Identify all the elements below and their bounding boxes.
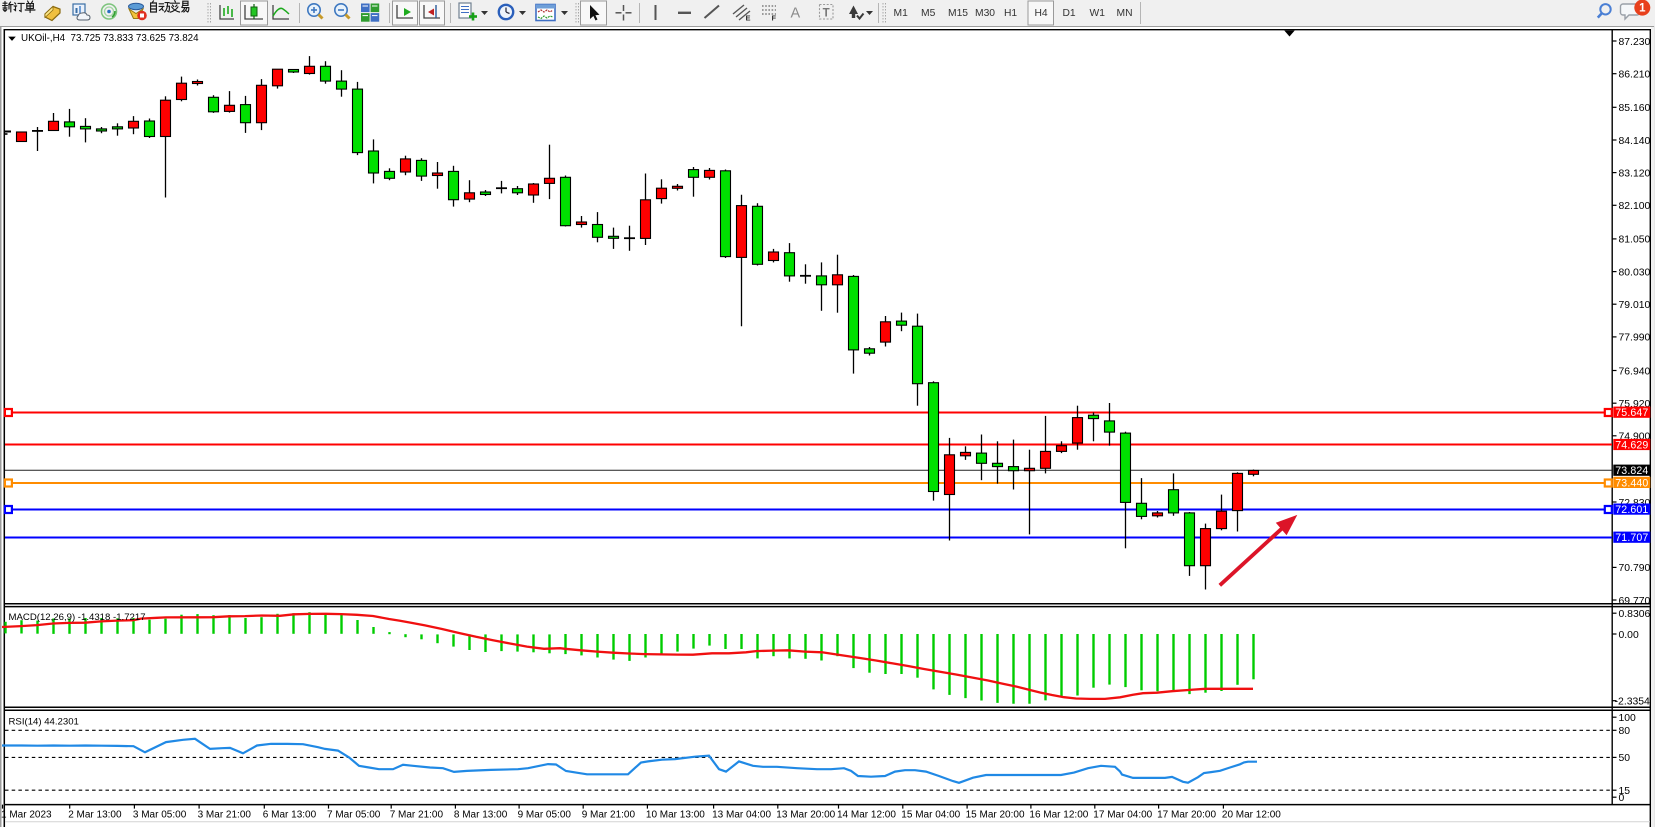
svg-text:75.920: 75.920 (1619, 399, 1651, 410)
svg-text:UKOil-,H4 73.725 73.833 73.62: UKOil-,H4 73.725 73.833 73.625 73.824 (21, 33, 199, 44)
svg-text:15: 15 (1619, 786, 1631, 797)
svg-text:0.8306: 0.8306 (1619, 609, 1651, 620)
svg-text:6 Mar 13:00: 6 Mar 13:00 (263, 810, 317, 821)
svg-text:13 Mar 04:00: 13 Mar 04:00 (712, 810, 771, 821)
svg-text:50: 50 (1619, 753, 1631, 764)
svg-text:73.440: 73.440 (1615, 477, 1648, 489)
svg-text:20 Mar 12:00: 20 Mar 12:00 (1222, 810, 1281, 821)
svg-text:76.940: 76.940 (1619, 366, 1651, 377)
svg-text:71.707: 71.707 (1615, 532, 1648, 544)
svg-text:15 Mar 04:00: 15 Mar 04:00 (901, 810, 960, 821)
svg-text:3 Mar 05:00: 3 Mar 05:00 (133, 810, 187, 821)
svg-text:83.120: 83.120 (1619, 168, 1651, 179)
svg-text:0.00: 0.00 (1619, 630, 1639, 641)
svg-text:74.900: 74.900 (1619, 432, 1651, 443)
svg-text:82.100: 82.100 (1619, 201, 1651, 212)
svg-text:RSI(14) 44.2301: RSI(14) 44.2301 (9, 717, 79, 728)
svg-text:87.230: 87.230 (1619, 37, 1651, 48)
svg-text:-2.3354: -2.3354 (1615, 697, 1650, 708)
svg-text:17 Mar 04:00: 17 Mar 04:00 (1093, 810, 1152, 821)
svg-text:13 Mar 20:00: 13 Mar 20:00 (776, 810, 835, 821)
svg-text:8 Mar 13:00: 8 Mar 13:00 (454, 810, 508, 821)
svg-text:74.629: 74.629 (1615, 439, 1648, 451)
svg-text:80.030: 80.030 (1619, 267, 1651, 278)
svg-text:E: E (746, 14, 751, 23)
svg-text:3 Mar 21:00: 3 Mar 21:00 (198, 810, 252, 821)
svg-text:100: 100 (1619, 713, 1637, 724)
svg-text:85.160: 85.160 (1619, 103, 1651, 114)
svg-text:9 Mar 05:00: 9 Mar 05:00 (518, 810, 572, 821)
svg-text:72.601: 72.601 (1615, 504, 1648, 516)
svg-text:0: 0 (1619, 793, 1625, 804)
svg-text:17 Mar 20:00: 17 Mar 20:00 (1157, 810, 1216, 821)
svg-text:14 Mar 12:00: 14 Mar 12:00 (837, 810, 896, 821)
svg-text:80: 80 (1619, 726, 1631, 737)
svg-text:84.140: 84.140 (1619, 136, 1651, 147)
svg-text:79.010: 79.010 (1619, 300, 1651, 311)
svg-text:15 Mar 20:00: 15 Mar 20:00 (966, 810, 1025, 821)
svg-text:7 Mar 21:00: 7 Mar 21:00 (390, 810, 444, 821)
svg-text:2 Mar 13:00: 2 Mar 13:00 (68, 810, 122, 821)
svg-text:7 Mar 05:00: 7 Mar 05:00 (327, 810, 381, 821)
svg-text:77.990: 77.990 (1619, 333, 1651, 344)
svg-text:70.790: 70.790 (1619, 563, 1651, 574)
svg-text:69.770: 69.770 (1619, 596, 1651, 607)
svg-text:1: 1 (1639, 3, 1646, 15)
svg-text:10 Mar 13:00: 10 Mar 13:00 (646, 810, 705, 821)
svg-text:73.824: 73.824 (1615, 465, 1648, 477)
svg-text:86.210: 86.210 (1619, 70, 1651, 81)
svg-text:MACD(12,26,9) -1.4318 -1.7217: MACD(12,26,9) -1.4318 -1.7217 (9, 612, 146, 623)
svg-text:16 Mar 12:00: 16 Mar 12:00 (1029, 810, 1088, 821)
svg-text:A: A (791, 6, 801, 22)
svg-text:72.830: 72.830 (1619, 498, 1651, 509)
svg-text:75.647: 75.647 (1615, 407, 1648, 419)
svg-text:T: T (823, 7, 830, 19)
svg-text:F: F (772, 14, 777, 23)
svg-text:1 Mar 2023: 1 Mar 2023 (1, 810, 52, 821)
svg-text:81.050: 81.050 (1619, 235, 1651, 246)
svg-text:9 Mar 21:00: 9 Mar 21:00 (582, 810, 636, 821)
